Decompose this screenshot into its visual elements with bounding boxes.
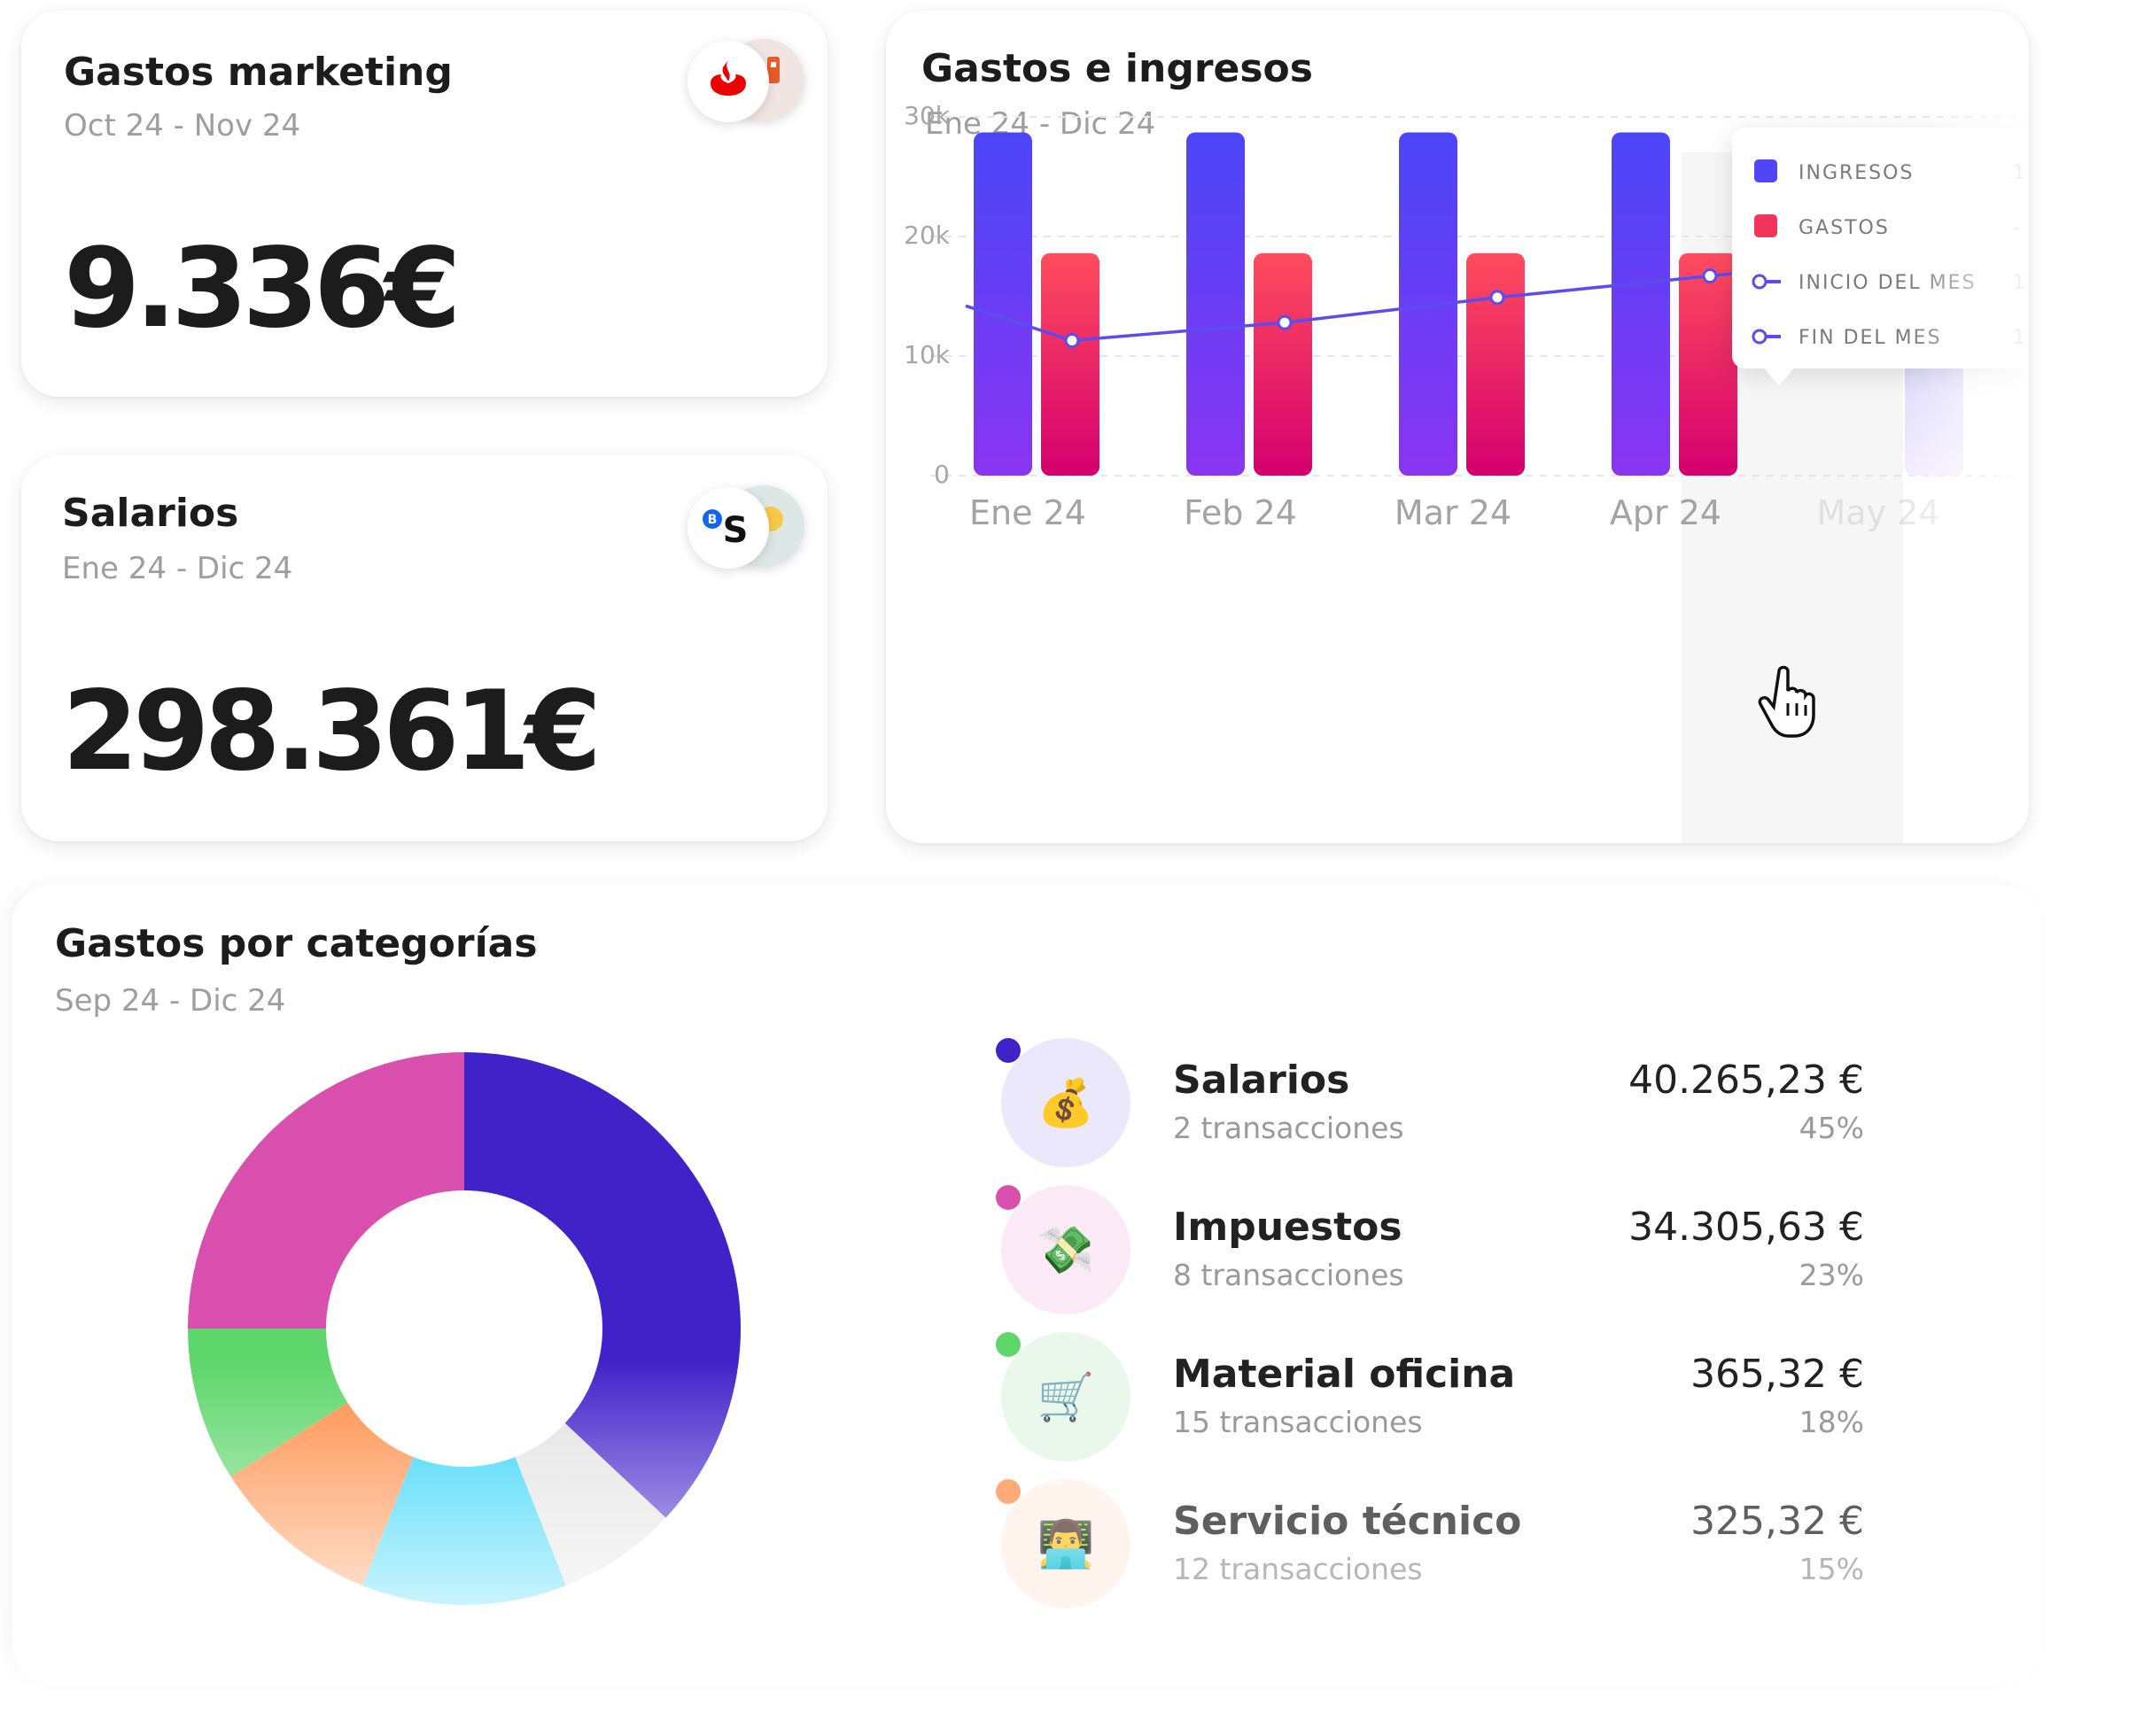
card-value: 9.336€ (64, 225, 462, 353)
categories-title: Gastos por categorías (55, 921, 538, 966)
legend-swatch (1754, 159, 1777, 182)
category-color-dot (996, 1332, 1021, 1357)
line-point (1702, 268, 1718, 284)
legend-label: GASTOS (1799, 217, 1890, 239)
category-color-dot (996, 1038, 1021, 1063)
santander-logo-icon (688, 41, 769, 122)
category-percentage: 15% (1799, 1552, 1864, 1586)
income-expenses-card[interactable]: Gastos e ingresos Ene 24 - Dic 24 30k 20k… (886, 11, 2029, 843)
category-name: Servicio técnico (1173, 1499, 1522, 1544)
bs-logo-letter: S (723, 510, 749, 551)
hand-cursor-icon (1758, 665, 1815, 738)
category-amount: 325,32 € (1690, 1499, 1864, 1544)
card-period: Oct 24 - Nov 24 (64, 108, 301, 143)
shopping-cart-icon: 🛒 (1001, 1332, 1130, 1461)
bs-logo-badge: B (708, 513, 718, 527)
categories-donut-chart[interactable] (154, 1019, 774, 1639)
bs-logo-icon: B S (688, 487, 769, 569)
money-bag-icon: 💰 (1001, 1038, 1130, 1167)
line-point (1064, 332, 1080, 348)
card-value: 298.361€ (62, 668, 602, 795)
category-count: 8 transacciones (1173, 1258, 1404, 1292)
chart-title: Gastos e ingresos (921, 46, 1313, 91)
y-tick-label: 10k (904, 340, 951, 369)
categories-period: Sep 24 - Dic 24 (55, 983, 286, 1019)
x-axis-label: Feb 24 (1184, 493, 1297, 532)
legend-label: INGRESOS (1799, 162, 1914, 184)
x-axis-label: Ene 24 (969, 493, 1086, 532)
category-count: 15 transacciones (1173, 1405, 1423, 1439)
category-row[interactable]: 💸 Impuestos 8 transacciones 34.305,63 € … (996, 1185, 1864, 1318)
category-row[interactable]: 👨‍💻 Servicio técnico 12 transacciones 32… (996, 1479, 1864, 1612)
category-color-dot (996, 1185, 1021, 1210)
bar-ingresos (1399, 132, 1457, 477)
chart-period: Ene 24 - Dic 24 (925, 106, 1156, 142)
bar-gastos (1254, 252, 1312, 476)
category-name: Material oficina (1173, 1352, 1516, 1397)
bar-ingresos (974, 132, 1032, 477)
category-name: Impuestos (1173, 1205, 1402, 1250)
line-point (1489, 290, 1505, 306)
category-percentage: 23% (1799, 1258, 1864, 1292)
category-amount: 40.265,23 € (1628, 1058, 1864, 1103)
bar-gastos (1041, 252, 1099, 476)
category-row[interactable]: 🛒 Material oficina 15 transacciones 365,… (996, 1332, 1864, 1465)
salarios-card[interactable]: Salarios Ene 24 - Dic 24 298.361€ B S (21, 455, 827, 841)
legend-swatch (1754, 214, 1777, 237)
category-percentage: 18% (1799, 1405, 1864, 1439)
card-title: Gastos marketing (64, 50, 453, 95)
bar-ingresos (1612, 132, 1670, 477)
bar-gastos (1466, 252, 1525, 476)
y-tick-label: 20k (904, 221, 951, 250)
marketing-card[interactable]: Gastos marketing Oct 24 - Nov 24 9.336€ (21, 11, 827, 397)
categories-card[interactable]: Gastos por categorías Sep 24 - Dic 24 💰 … (0, 886, 2059, 1736)
bar-ingresos (1186, 132, 1245, 477)
category-color-dot (996, 1479, 1021, 1504)
card-period: Ene 24 - Dic 24 (62, 551, 293, 586)
category-count: 12 transacciones (1173, 1552, 1423, 1586)
category-amount: 365,32 € (1690, 1352, 1864, 1397)
category-amount: 34.305,63 € (1628, 1205, 1864, 1250)
category-percentage: 45% (1799, 1111, 1864, 1145)
right-fade-overlay (1905, 11, 2029, 843)
technician-icon: 👨‍💻 (1001, 1479, 1130, 1608)
x-axis-label: Mar 24 (1395, 493, 1511, 532)
bar-gastos (1679, 252, 1737, 476)
y-tick-label: 0 (934, 460, 950, 489)
card-title: Salarios (62, 491, 239, 536)
y-tick-label: 30k (904, 101, 951, 130)
category-count: 2 transacciones (1173, 1111, 1404, 1145)
x-axis-label: Apr 24 (1610, 493, 1721, 532)
line-point (1277, 314, 1293, 330)
money-wings-icon: 💸 (1001, 1185, 1130, 1314)
category-row[interactable]: 💰 Salarios 2 transacciones 40.265,23 € 4… (996, 1038, 1864, 1171)
category-name: Salarios (1173, 1058, 1350, 1103)
